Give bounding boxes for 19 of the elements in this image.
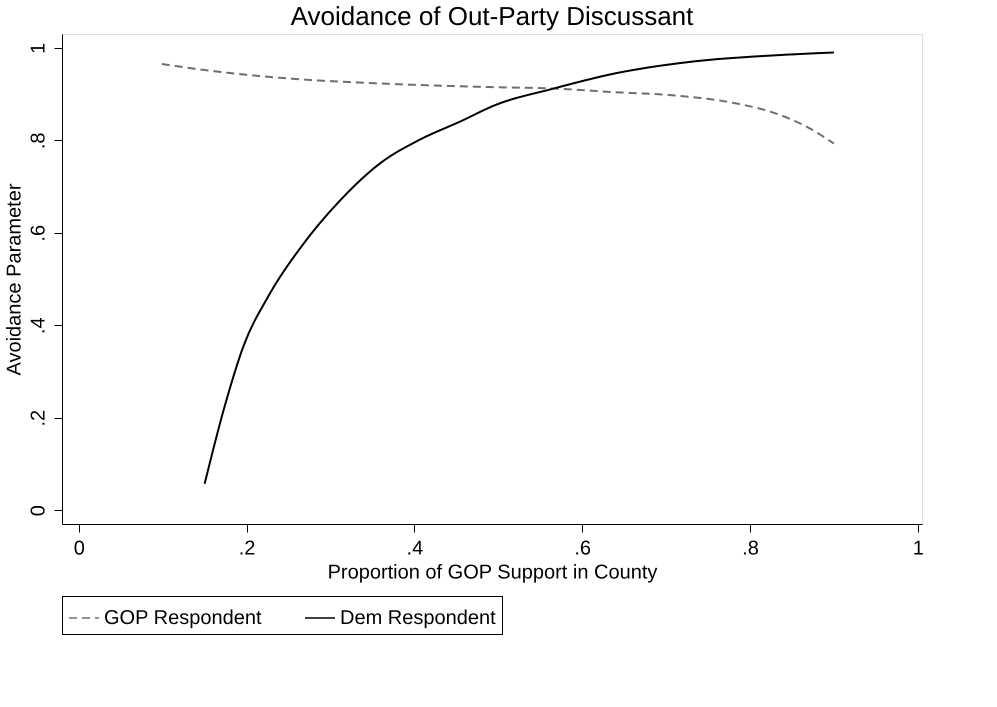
line-series [204, 51, 835, 485]
x-tick-label: .2 [238, 538, 256, 560]
legend-label: Dem Respondent [340, 607, 496, 629]
chart-title: Avoidance of Out-Party Discussant [290, 1, 694, 31]
legend-label: GOP Respondent [104, 607, 262, 629]
x-tick-label: .4 [406, 538, 424, 560]
x-tick-label: .6 [574, 538, 592, 560]
y-tick-label: .4 [28, 317, 50, 334]
y-tick-label: .2 [28, 410, 50, 427]
y-axis-title: Avoidance Parameter [4, 183, 26, 376]
x-tick-label: .8 [742, 538, 759, 560]
y-tick-label: .8 [28, 132, 50, 150]
line-series [160, 63, 835, 145]
y-tick-label: 0 [28, 505, 50, 516]
y-tick-label: .6 [28, 224, 50, 242]
y-tick-label: 1 [28, 42, 50, 54]
x-tick-label: 1 [912, 538, 924, 560]
x-axis-title: Proportion of GOP Support in County [328, 562, 658, 584]
x-tick-label: 0 [74, 538, 85, 560]
